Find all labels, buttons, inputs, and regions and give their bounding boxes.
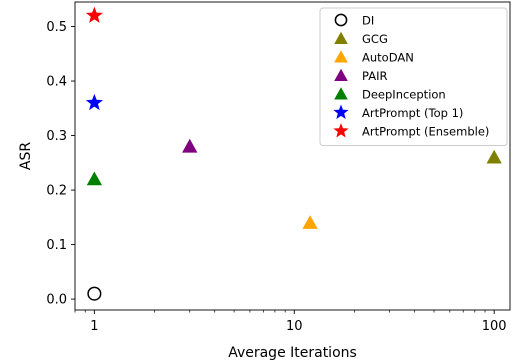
y-tick-label: 0.3 xyxy=(46,129,67,144)
legend-label: ArtPrompt (Ensemble) xyxy=(362,125,489,139)
plot-frame xyxy=(74,1,511,311)
x-tick-label: 1 xyxy=(90,319,98,334)
x-tick-label: 10 xyxy=(286,319,303,334)
point-artprompt-ensemble xyxy=(85,6,103,23)
y-axis-label: ASR xyxy=(18,142,34,170)
legend-marker-di xyxy=(334,13,348,27)
y-tick-label: 0.1 xyxy=(46,238,67,253)
point-gcg xyxy=(486,149,502,164)
legend-label: GCG xyxy=(362,32,388,46)
legend-label: PAIR xyxy=(362,69,387,83)
y-tick-label: 0.2 xyxy=(46,184,67,199)
legend-marker-deepinception xyxy=(334,87,348,100)
legend-label: AutoDAN xyxy=(362,51,414,65)
point-deepinception xyxy=(86,171,103,186)
point-pair xyxy=(182,138,198,153)
legend-marker-autodan xyxy=(334,50,348,63)
legend-marker-pair xyxy=(334,68,348,81)
y-tick-label: 0.4 xyxy=(46,75,67,90)
point-autodan xyxy=(302,215,318,229)
legend-marker-artprompt-ensemble xyxy=(333,123,349,138)
y-tick-label: 0.0 xyxy=(46,293,67,308)
legend-marker-artprompt-top-1 xyxy=(333,104,349,119)
legend-box xyxy=(319,7,508,146)
point-di xyxy=(87,286,102,301)
legend-marker-gcg xyxy=(334,31,348,44)
x-axis-label: Average Iterations xyxy=(228,345,357,361)
legend-label: DeepInception xyxy=(362,88,446,102)
point-artprompt-top-1 xyxy=(85,93,103,111)
x-tick-label: 100 xyxy=(482,319,507,334)
plot-area: 0.0 0.1 0.2 0.3 0.4 0.5 1 10 100 Average Iteratio… xyxy=(18,1,511,361)
legend-label: ArtPrompt (Top 1) xyxy=(362,106,463,120)
y-tick-label: 0.5 xyxy=(46,20,67,35)
legend-label: DI xyxy=(362,14,374,28)
